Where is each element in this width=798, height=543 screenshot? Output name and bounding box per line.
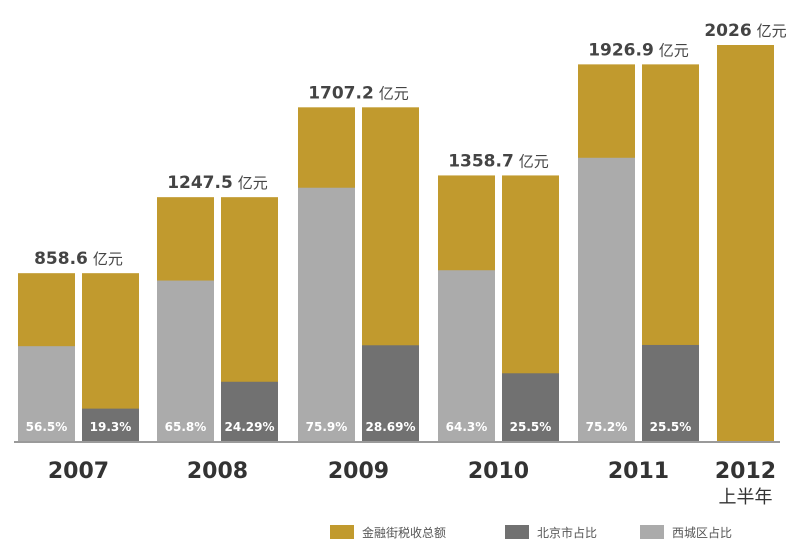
legend-label-xicheng: 西城区占比	[672, 525, 732, 540]
xicheng-pct-label-2007: 56.5%	[26, 420, 68, 434]
xicheng-share-bar-2007	[18, 346, 75, 441]
legend-swatch-total	[330, 525, 354, 539]
year-sub-label-2012: 上半年	[719, 487, 773, 508]
xicheng-pct-label-2011: 75.2%	[586, 420, 628, 434]
beijing-pct-label-2007: 19.3%	[90, 420, 132, 434]
beijing-pct-label-2011: 25.5%	[650, 420, 692, 434]
year-label-2008: 2008	[187, 459, 248, 484]
legend-label-beijing: 北京市占比	[537, 525, 597, 540]
beijing-pct-label-2010: 25.5%	[510, 420, 552, 434]
year-label-2011: 2011	[608, 459, 669, 484]
year-label-2010: 2010	[468, 459, 529, 484]
xicheng-pct-label-2009: 75.9%	[306, 420, 348, 434]
xicheng-share-bar-2009	[298, 187, 355, 441]
xicheng-share-bar-2011	[578, 157, 635, 441]
legend-swatch-xicheng	[640, 525, 664, 539]
beijing-share-bar-2008	[221, 381, 278, 441]
legend-swatch-beijing	[505, 525, 529, 539]
beijing-share-bar-2011	[642, 344, 699, 441]
total-value-label-2011: 1926.9 亿元	[588, 40, 689, 60]
total-value-label-2009: 1707.2 亿元	[308, 83, 409, 103]
bars-layer	[14, 45, 780, 443]
total-bar-2012	[717, 45, 774, 441]
xicheng-share-bar-2010	[438, 270, 495, 441]
total-value-label-2007: 858.6 亿元	[34, 249, 123, 269]
beijing-share-bar-2010	[502, 373, 559, 441]
xicheng-pct-label-2010: 64.3%	[446, 420, 488, 434]
beijing-share-bar-2009	[362, 345, 419, 441]
year-label-2007: 2007	[48, 459, 109, 484]
total-value-label-2008: 1247.5 亿元	[167, 173, 268, 193]
labels-layer: 56.5% 19.3% 858.6 亿元 2007 65.8% 24.29% 1247.5 亿元…	[26, 21, 787, 508]
year-label-2012: 2012	[715, 459, 776, 484]
beijing-pct-label-2008: 24.29%	[225, 420, 275, 434]
total-value-label-2012: 2026 亿元	[704, 21, 786, 41]
legend-label-total: 金融街税收总额	[362, 525, 446, 540]
legend: 金融街税收总额 北京市占比 西城区占比	[330, 525, 732, 540]
total-value-label-2010: 1358.7 亿元	[448, 151, 549, 171]
year-label-2009: 2009	[328, 459, 389, 484]
beijing-pct-label-2009: 28.69%	[366, 420, 416, 434]
xicheng-share-bar-2008	[157, 280, 214, 441]
xicheng-pct-label-2008: 65.8%	[165, 420, 207, 434]
beijing-share-bar-2007	[82, 408, 139, 441]
